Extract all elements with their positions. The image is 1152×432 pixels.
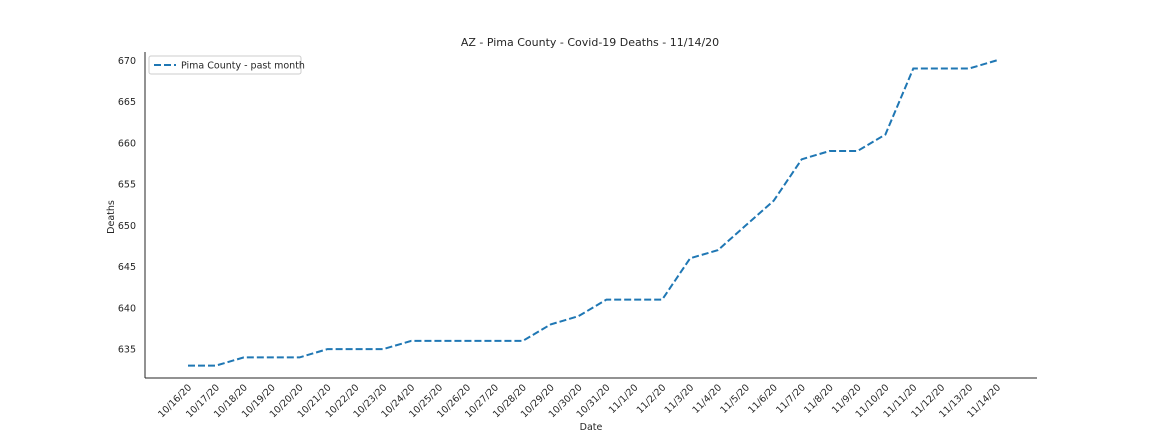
x-tick-label: 11/7/20 [774, 382, 808, 416]
legend: Pima County - past month [148, 55, 305, 75]
y-tick-label: 650 [118, 221, 136, 232]
series-layer [188, 59, 998, 367]
legend-label: Pima County - past month [181, 61, 305, 72]
x-tick-label: 11/6/20 [746, 382, 780, 416]
x-tick-label: 11/3/20 [663, 382, 697, 416]
y-tick-label: 665 [118, 97, 136, 108]
x-tick-label: 11/1/20 [607, 382, 641, 416]
chart-title: AZ - Pima County - Covid-19 Deaths - 11/… [461, 36, 719, 49]
legend-box [148, 55, 302, 75]
y-axis: 635 640 645 650 655 660 665 670 [118, 56, 136, 356]
y-tick-label: 655 [118, 180, 136, 191]
x-tick-label: 11/5/20 [718, 382, 752, 416]
y-tick-label: 660 [118, 138, 136, 149]
plot-area [144, 52, 1037, 379]
x-tick-label: 11/8/20 [802, 382, 836, 416]
x-axis: 10/16/2010/17/2010/18/2010/19/2010/20/20… [156, 382, 1003, 420]
y-tick-label: 670 [118, 56, 136, 67]
y-axis-label: Deaths [106, 200, 117, 234]
y-tick-label: 635 [118, 345, 136, 356]
x-tick-label: 11/2/20 [635, 382, 669, 416]
x-tick-label: 11/4/20 [690, 382, 724, 416]
x-axis-label: Date [580, 422, 603, 432]
series-line [188, 59, 998, 367]
y-tick-label: 640 [118, 303, 136, 314]
y-tick-label: 645 [118, 262, 136, 273]
